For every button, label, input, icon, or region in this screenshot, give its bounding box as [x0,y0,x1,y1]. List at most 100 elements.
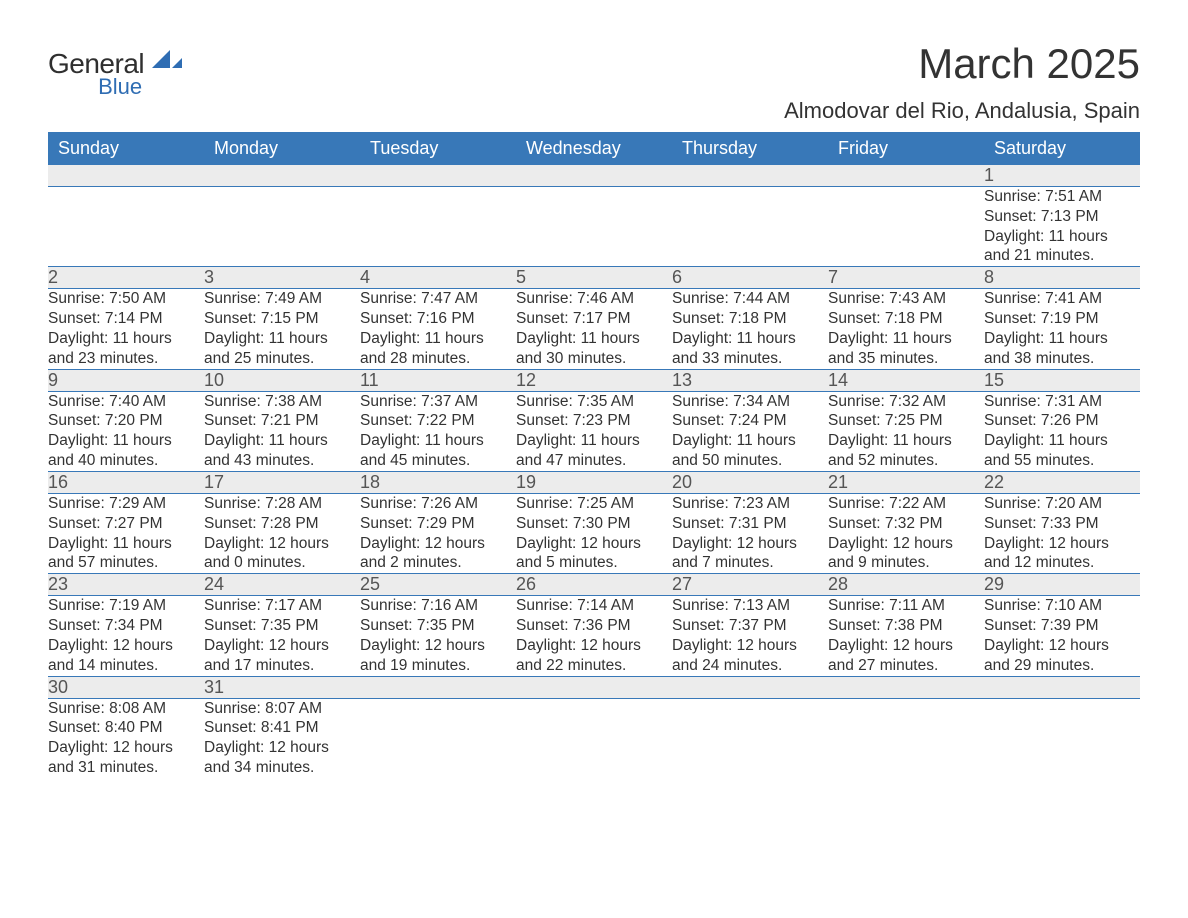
day-detail: Sunrise: 7:35 AMSunset: 7:23 PMDaylight:… [516,391,672,471]
sunset-text: Sunset: 7:31 PM [672,514,828,534]
daylight-text-2: and 23 minutes. [48,349,204,369]
daylight-text: Daylight: 12 hours [360,534,516,554]
daylight-text: Daylight: 12 hours [984,534,1140,554]
daylight-text-2: and 5 minutes. [516,553,672,573]
day-detail: Sunrise: 7:38 AMSunset: 7:21 PMDaylight:… [204,391,360,471]
day-number [516,165,672,187]
sunset-text: Sunset: 8:40 PM [48,718,204,738]
day-number: 27 [672,574,828,596]
sunrise-text: Sunrise: 7:41 AM [984,289,1140,309]
daynum-row: 23242526272829 [48,574,1140,596]
location: Almodovar del Rio, Andalusia, Spain [784,98,1140,124]
day-detail: Sunrise: 7:51 AMSunset: 7:13 PMDaylight:… [984,187,1140,267]
day-detail: Sunrise: 8:07 AMSunset: 8:41 PMDaylight:… [204,698,360,778]
day-detail: Sunrise: 7:13 AMSunset: 7:37 PMDaylight:… [672,596,828,676]
daylight-text-2: and 29 minutes. [984,656,1140,676]
daylight-text: Daylight: 11 hours [828,431,984,451]
sunset-text: Sunset: 7:34 PM [48,616,204,636]
day-detail [672,187,828,267]
sunset-text: Sunset: 7:37 PM [672,616,828,636]
sunrise-text: Sunrise: 7:29 AM [48,494,204,514]
daylight-text-2: and 25 minutes. [204,349,360,369]
daylight-text: Daylight: 11 hours [516,329,672,349]
daylight-text: Daylight: 12 hours [516,636,672,656]
day-number [48,165,204,187]
day-detail: Sunrise: 7:11 AMSunset: 7:38 PMDaylight:… [828,596,984,676]
daylight-text-2: and 35 minutes. [828,349,984,369]
day-number: 31 [204,676,360,698]
daylight-text-2: and 21 minutes. [984,246,1140,266]
sunset-text: Sunset: 7:39 PM [984,616,1140,636]
day-detail: Sunrise: 7:16 AMSunset: 7:35 PMDaylight:… [360,596,516,676]
weekday-header: Sunday [48,132,204,165]
sunrise-text: Sunrise: 7:13 AM [672,596,828,616]
sunrise-text: Sunrise: 7:38 AM [204,392,360,412]
sunset-text: Sunset: 7:33 PM [984,514,1140,534]
day-number: 1 [984,165,1140,187]
title-block: March 2025 Almodovar del Rio, Andalusia,… [784,40,1140,124]
daylight-text-2: and 27 minutes. [828,656,984,676]
day-number: 7 [828,267,984,289]
sunset-text: Sunset: 7:19 PM [984,309,1140,329]
sunset-text: Sunset: 7:36 PM [516,616,672,636]
day-detail [672,698,828,778]
day-detail: Sunrise: 7:14 AMSunset: 7:36 PMDaylight:… [516,596,672,676]
daylight-text-2: and 57 minutes. [48,553,204,573]
sunset-text: Sunset: 7:38 PM [828,616,984,636]
sunset-text: Sunset: 7:35 PM [204,616,360,636]
sunrise-text: Sunrise: 7:49 AM [204,289,360,309]
sunrise-text: Sunrise: 7:26 AM [360,494,516,514]
weekday-header: Monday [204,132,360,165]
detail-row: Sunrise: 7:50 AMSunset: 7:14 PMDaylight:… [48,289,1140,369]
sunrise-text: Sunrise: 7:44 AM [672,289,828,309]
sunrise-text: Sunrise: 7:43 AM [828,289,984,309]
day-number [672,165,828,187]
day-number: 30 [48,676,204,698]
day-detail [360,187,516,267]
day-detail: Sunrise: 7:44 AMSunset: 7:18 PMDaylight:… [672,289,828,369]
day-detail: Sunrise: 7:41 AMSunset: 7:19 PMDaylight:… [984,289,1140,369]
day-number: 10 [204,369,360,391]
sunrise-text: Sunrise: 7:50 AM [48,289,204,309]
sunrise-text: Sunrise: 7:20 AM [984,494,1140,514]
daylight-text: Daylight: 11 hours [984,227,1140,247]
day-number [672,676,828,698]
day-detail: Sunrise: 7:17 AMSunset: 7:35 PMDaylight:… [204,596,360,676]
sunrise-text: Sunrise: 7:37 AM [360,392,516,412]
day-number: 4 [360,267,516,289]
sunset-text: Sunset: 7:20 PM [48,411,204,431]
day-detail: Sunrise: 7:19 AMSunset: 7:34 PMDaylight:… [48,596,204,676]
day-number [516,676,672,698]
sunrise-text: Sunrise: 7:34 AM [672,392,828,412]
daynum-row: 2345678 [48,267,1140,289]
daylight-text: Daylight: 11 hours [204,431,360,451]
sunset-text: Sunset: 7:23 PM [516,411,672,431]
day-number [204,165,360,187]
daylight-text-2: and 31 minutes. [48,758,204,778]
sunset-text: Sunset: 7:35 PM [360,616,516,636]
sunrise-text: Sunrise: 7:14 AM [516,596,672,616]
day-number: 23 [48,574,204,596]
day-detail: Sunrise: 7:32 AMSunset: 7:25 PMDaylight:… [828,391,984,471]
day-number: 6 [672,267,828,289]
daylight-text: Daylight: 11 hours [48,431,204,451]
daylight-text: Daylight: 11 hours [48,329,204,349]
daylight-text-2: and 43 minutes. [204,451,360,471]
sunrise-text: Sunrise: 7:47 AM [360,289,516,309]
sunrise-text: Sunrise: 7:17 AM [204,596,360,616]
sail-icon [150,48,184,82]
weekday-header: Tuesday [360,132,516,165]
day-number: 26 [516,574,672,596]
daylight-text: Daylight: 11 hours [672,431,828,451]
sunset-text: Sunset: 7:27 PM [48,514,204,534]
sunrise-text: Sunrise: 7:19 AM [48,596,204,616]
sunrise-text: Sunrise: 7:25 AM [516,494,672,514]
daylight-text: Daylight: 11 hours [360,431,516,451]
day-number: 16 [48,471,204,493]
day-number: 5 [516,267,672,289]
daylight-text: Daylight: 12 hours [984,636,1140,656]
daylight-text-2: and 17 minutes. [204,656,360,676]
sunset-text: Sunset: 7:15 PM [204,309,360,329]
day-detail: Sunrise: 7:10 AMSunset: 7:39 PMDaylight:… [984,596,1140,676]
daylight-text-2: and 12 minutes. [984,553,1140,573]
